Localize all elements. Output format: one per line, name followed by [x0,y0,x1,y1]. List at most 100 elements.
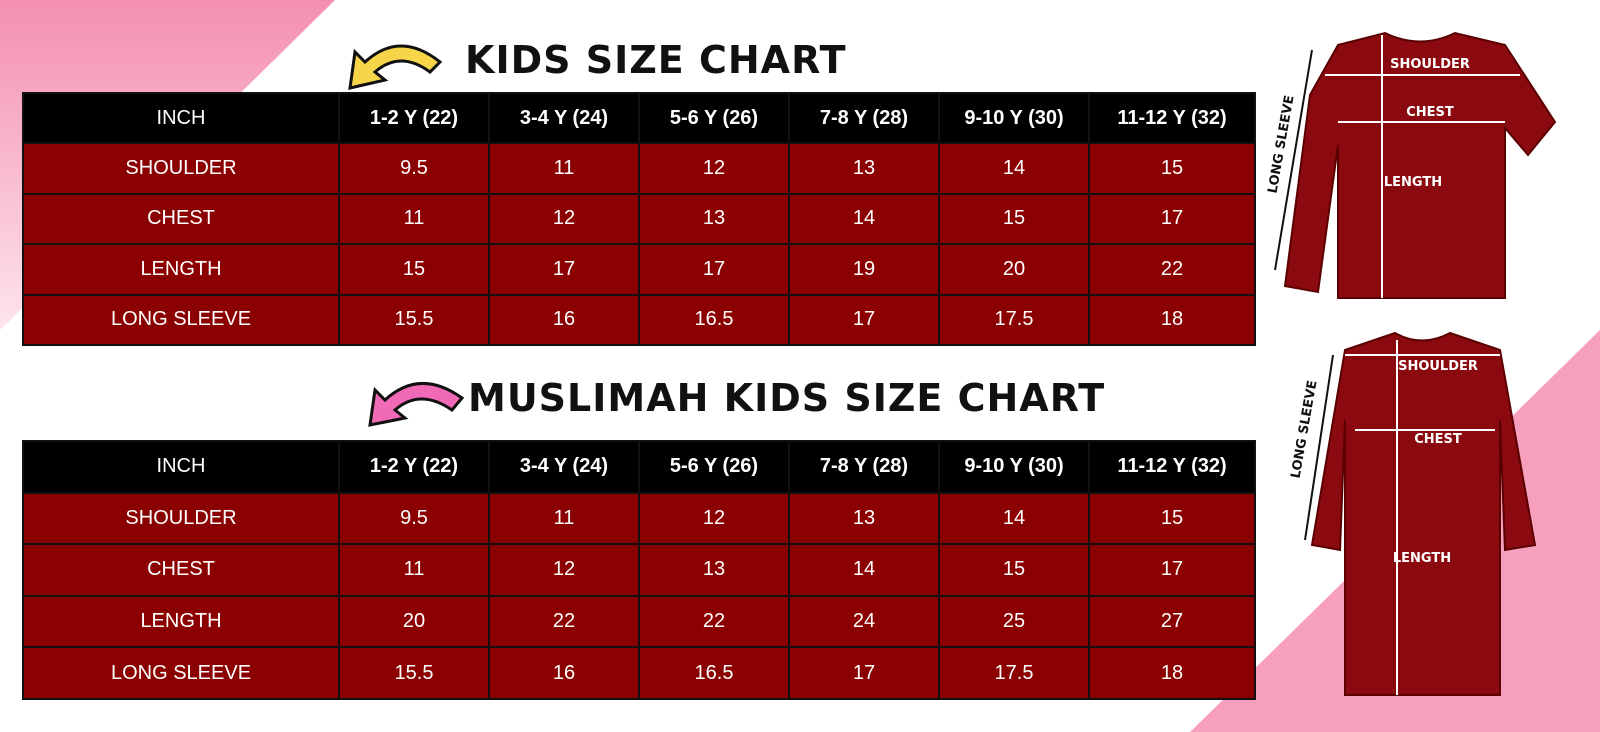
cell: 20 [338,594,490,649]
cell: 17 [788,646,940,700]
cell: 11 [338,543,490,597]
cell: 9.5 [338,491,490,546]
row-label: INCH [22,440,340,494]
size-table: INCH 1-2 Y (22) 3-4 Y (24) 5-6 Y (26) 7-8 Y … [22,91,1256,346]
size-table: INCH 1-2 Y (22) 3-4 Y (24) 5-6 Y (26) 7-8 Y … [22,440,1256,700]
cell: 14 [938,142,1090,195]
table-row: LONG SLEEVE 15.5 16 16.5 17 17.5 18 [22,646,1256,700]
header-row: INCH 1-2 Y (22) 3-4 Y (24) 5-6 Y (26) 7-8 Y … [22,440,1256,494]
cell: 13 [788,491,940,546]
cell: 18 [1088,646,1256,700]
cell: 25 [938,594,1090,649]
table-row: CHEST 11 12 13 14 15 17 [22,543,1256,597]
measure-line [1274,49,1313,271]
cell: 16 [488,293,640,346]
measure-lines [1345,340,1500,695]
cell: 12 [638,491,790,546]
table-row: CHEST 11 12 13 14 15 17 [22,192,1256,246]
diagram-label: SHOULDER [1398,359,1478,374]
cell: 5-6 Y (26) [638,91,790,145]
measure-lines [1325,35,1520,298]
cell: 11 [488,491,640,546]
cell: 17 [1088,192,1256,246]
cell: 15 [938,192,1090,246]
cell: 12 [488,192,640,246]
cell: 17 [788,293,940,346]
row-label: LONG SLEEVE [22,293,340,346]
cell: 19 [788,243,940,296]
cell: 16.5 [638,293,790,346]
dress-shape [1310,331,1537,696]
cell: 15 [1088,142,1256,195]
cell: 7-8 Y (28) [788,440,940,494]
cell: 3-4 Y (24) [488,91,640,145]
row-label: LENGTH [22,243,340,296]
cell: 14 [938,491,1090,546]
diagram-label: CHEST [1406,105,1454,120]
table-row: SHOULDER 9.5 11 12 13 14 15 [22,142,1256,195]
shirt-shape [1283,31,1557,299]
diagram-label: CHEST [1414,432,1462,447]
cell: 15 [338,243,490,296]
cell: 1-2 Y (22) [338,440,490,494]
row-label: INCH [22,91,340,145]
cell: 9-10 Y (30) [938,440,1090,494]
cell: 9-10 Y (30) [938,91,1090,145]
cell: 22 [1088,243,1256,296]
cell: 3-4 Y (24) [488,440,640,494]
diagram-label: LONG SLEEVE [1266,94,1298,194]
cell: 17 [1088,543,1256,597]
cell: 12 [638,142,790,195]
cell: 11-12 Y (32) [1088,91,1256,145]
cell: 7-8 Y (28) [788,91,940,145]
row-label: CHEST [22,543,340,597]
cell: 9.5 [338,142,490,195]
row-label: LONG SLEEVE [22,646,340,700]
row-label: SHOULDER [22,491,340,546]
table-row: LENGTH 15 17 17 19 20 22 [22,243,1256,296]
table-row: LENGTH 20 22 22 24 25 27 [22,594,1256,649]
cell: 13 [638,543,790,597]
table-row: LONG SLEEVE 15.5 16 16.5 17 17.5 18 [22,293,1256,346]
measure-line [1304,354,1334,541]
cell: 17.5 [938,293,1090,346]
cell: 16 [488,646,640,700]
cell: 15 [1088,491,1256,546]
cell: 14 [788,543,940,597]
diagram-label: SHOULDER [1390,57,1470,72]
cell: 12 [488,543,640,597]
cell: 11 [488,142,640,195]
cell: 17 [488,243,640,296]
cell: 22 [488,594,640,649]
cell: 13 [788,142,940,195]
chart-title: MUSLIMAH KIDS SIZE CHART [468,376,1106,420]
diagram-label: LENGTH [1393,551,1451,566]
cell: 15.5 [338,293,490,346]
row-label: LENGTH [22,594,340,649]
header-row: INCH 1-2 Y (22) 3-4 Y (24) 5-6 Y (26) 7-8 Y … [22,91,1256,145]
arrow-icon [348,44,443,90]
cell: 14 [788,192,940,246]
cell: 13 [638,192,790,246]
chart-title: KIDS SIZE CHART [465,38,847,82]
cell: 15 [938,543,1090,597]
row-label: CHEST [22,192,340,246]
cell: 17 [638,243,790,296]
cell: 15.5 [338,646,490,700]
cell: 1-2 Y (22) [338,91,490,145]
cell: 18 [1088,293,1256,346]
row-label: SHOULDER [22,142,340,195]
table-row: SHOULDER 9.5 11 12 13 14 15 [22,491,1256,546]
cell: 5-6 Y (26) [638,440,790,494]
arrow-icon [368,382,465,427]
diagram-label: LENGTH [1384,175,1442,190]
cell: 11-12 Y (32) [1088,440,1256,494]
cell: 17.5 [938,646,1090,700]
cell: 11 [338,192,490,246]
cell: 20 [938,243,1090,296]
cell: 24 [788,594,940,649]
cell: 16.5 [638,646,790,700]
cell: 27 [1088,594,1256,649]
